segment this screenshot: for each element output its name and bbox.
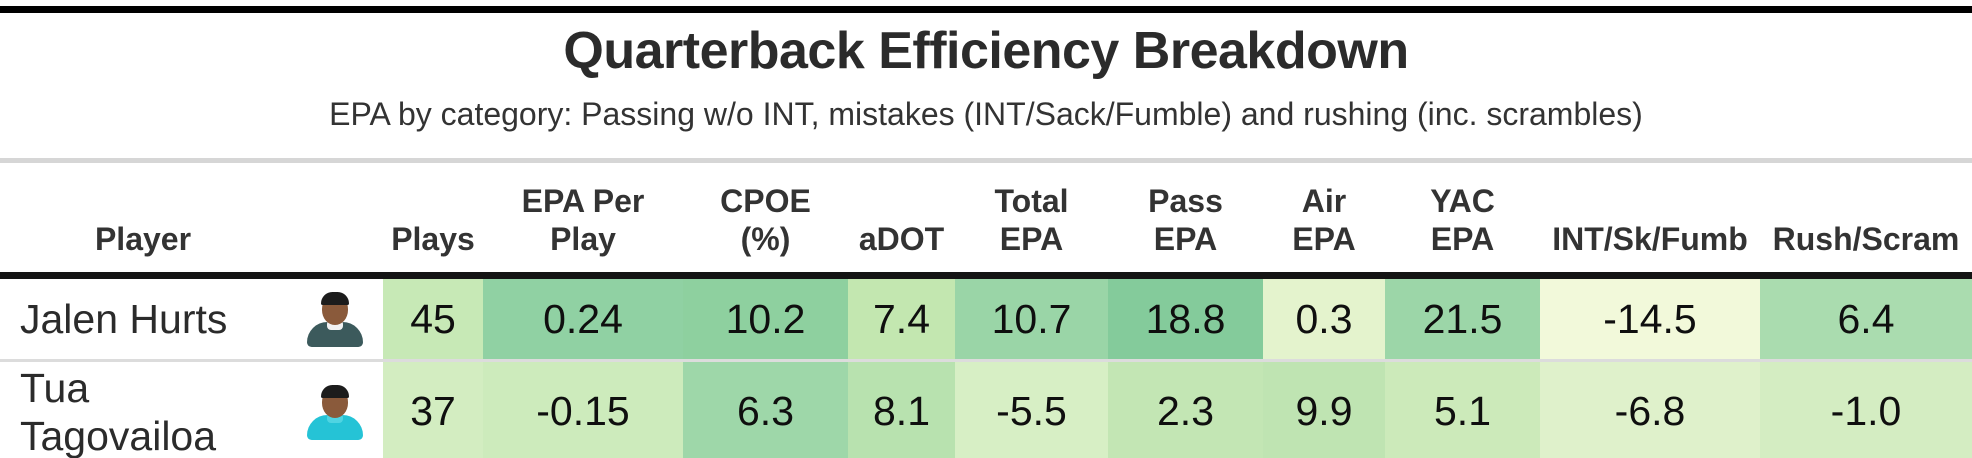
col-header-total-epa: Total EPA (994, 183, 1069, 257)
cell-plays: 37 (383, 359, 483, 458)
table-row-jalen-hurts: Jalen Hurts 45 0.24 10.2 7.4 10.7 18.8 0… (0, 275, 1972, 361)
cell-pass-epa: 2.3 (1108, 359, 1263, 458)
cell-adot: 8.1 (848, 359, 955, 458)
cell-int-sk-fumb: -6.8 (1540, 359, 1760, 458)
cell-pass-epa: 18.8 (1108, 275, 1263, 361)
headshot-collar (326, 412, 343, 423)
player-headshot (286, 275, 383, 361)
qb-efficiency-report: Quarterback Efficiency Breakdown EPA by … (0, 6, 1972, 458)
headshot-hair (320, 384, 349, 398)
cell-rush-scram: 6.4 (1760, 275, 1972, 361)
cell-air-epa: 9.9 (1263, 359, 1385, 458)
cell-adot: 7.4 (848, 275, 955, 361)
headshot-hair (320, 292, 349, 305)
cell-cpoe: 10.2 (683, 275, 848, 361)
cell-yac-epa: 21.5 (1385, 275, 1540, 361)
cell-yac-epa: 5.1 (1385, 359, 1540, 458)
cell-total-epa: 10.7 (955, 275, 1108, 361)
cell-rush-scram: -1.0 (1760, 359, 1972, 458)
col-header-yac-epa: YAC EPA (1430, 183, 1495, 257)
cell-int-sk-fumb: -14.5 (1540, 275, 1760, 361)
cell-plays: 45 (383, 275, 483, 361)
col-header-headshot (286, 161, 383, 276)
col-header-plays: Plays (391, 221, 475, 257)
headshot-collar (326, 320, 343, 330)
col-header-pass-epa: Pass EPA (1148, 183, 1223, 257)
top-border-rule (0, 6, 1972, 13)
col-header-epa-per-play: EPA Per Play (521, 183, 645, 257)
table-subtitle: EPA by category: Passing w/o INT, mistak… (329, 96, 1643, 132)
cell-cpoe: 6.3 (683, 359, 848, 458)
col-header-rush-scram: Rush/Scram (1772, 221, 1960, 257)
qb-stats-table: Player Plays EPA Per Play CPOE (%) aDOT … (0, 158, 1972, 458)
player-name: Tua Tagovailoa (0, 359, 286, 458)
col-header-player: Player (94, 221, 192, 257)
cell-total-epa: -5.5 (955, 359, 1108, 458)
table-row-tua-tagovailoa: Tua Tagovailoa 37 -0.15 6.3 8.1 -5.5 2.3… (0, 359, 1972, 458)
col-header-air-epa: Air EPA (1292, 183, 1356, 257)
cell-epa-per-play: 0.24 (483, 275, 683, 361)
headshot-avatar-icon (304, 291, 366, 347)
headshot-avatar-icon (304, 384, 366, 440)
cell-air-epa: 0.3 (1263, 275, 1385, 361)
col-header-adot: aDOT (858, 221, 945, 257)
cell-epa-per-play: -0.15 (483, 359, 683, 458)
player-name: Jalen Hurts (0, 275, 286, 361)
header-row: Player Plays EPA Per Play CPOE (%) aDOT … (0, 160, 1972, 276)
col-header-int-sk-fumb: INT/Sk/Fumb (1552, 221, 1748, 257)
col-header-cpoe: CPOE (%) (720, 183, 811, 257)
player-headshot (286, 359, 383, 458)
table-title: Quarterback Efficiency Breakdown (563, 22, 1409, 80)
